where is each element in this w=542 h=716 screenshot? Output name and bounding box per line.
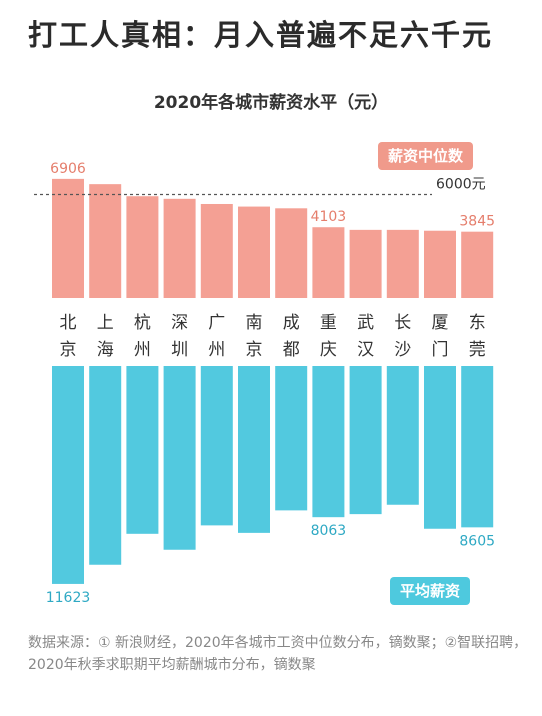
median-bar-1 bbox=[89, 184, 122, 298]
average-bar-2 bbox=[126, 366, 159, 534]
city-label-9-1: 沙 bbox=[394, 340, 411, 360]
data-source-note: 数据来源：① 新浪财经，2020年各城市工资中位数分布，镝数聚；②智联招聘，20… bbox=[28, 635, 528, 673]
median-bar-2 bbox=[126, 196, 159, 298]
city-label-10-1: 门 bbox=[432, 340, 449, 360]
city-label-10-0: 厦 bbox=[432, 313, 449, 333]
median-bar-10 bbox=[424, 230, 456, 298]
average-bar-11 bbox=[461, 366, 494, 528]
median-bar-3 bbox=[163, 198, 196, 298]
median-bar-6 bbox=[275, 208, 308, 298]
value-labels: 6906 4103 3845 11623 8063 8605 bbox=[46, 161, 495, 606]
legend-average-salary: 平均薪资 bbox=[390, 577, 471, 605]
median-bar-11 bbox=[461, 231, 494, 298]
data-label-3: 11623 bbox=[46, 590, 91, 606]
city-label-3-1: 圳 bbox=[171, 340, 188, 360]
city-label-5-0: 南 bbox=[246, 313, 263, 333]
city-label-11-1: 莞 bbox=[469, 340, 486, 360]
city-label-0-1: 京 bbox=[60, 340, 77, 360]
city-label-2-0: 杭 bbox=[134, 313, 151, 333]
median-bars bbox=[52, 178, 494, 298]
city-label-5-1: 京 bbox=[246, 340, 263, 360]
city-label-1-1: 海 bbox=[97, 340, 114, 360]
legend-median-salary: 薪资中位数 bbox=[378, 142, 474, 170]
median-bar-9 bbox=[386, 229, 419, 298]
average-bar-10 bbox=[424, 366, 456, 529]
median-bar-7 bbox=[312, 227, 345, 298]
city-label-3-0: 深 bbox=[171, 313, 188, 333]
chart-title: 2020年各城市薪资水平（元） bbox=[153, 93, 389, 113]
average-bar-1 bbox=[89, 366, 122, 565]
city-label-1-0: 上 bbox=[97, 313, 114, 333]
median-bar-5 bbox=[238, 206, 270, 298]
city-label-11-0: 东 bbox=[469, 313, 486, 333]
average-bar-6 bbox=[275, 366, 308, 511]
city-label-7-0: 重 bbox=[320, 313, 337, 333]
city-label-6-1: 都 bbox=[283, 340, 300, 360]
data-label-0: 6906 bbox=[50, 161, 86, 177]
average-bar-5 bbox=[238, 366, 270, 533]
city-label-0-0: 北 bbox=[60, 313, 77, 333]
average-bar-7 bbox=[312, 366, 345, 518]
median-bar-0 bbox=[52, 178, 84, 298]
city-label-8-1: 汉 bbox=[357, 340, 374, 360]
reference-line-label: 6000元 bbox=[436, 177, 486, 193]
average-bar-0 bbox=[52, 366, 84, 584]
city-label-2-1: 州 bbox=[134, 340, 151, 360]
city-label-6-0: 成 bbox=[283, 313, 300, 333]
city-label-4-1: 州 bbox=[208, 340, 225, 360]
city-label-4-0: 广 bbox=[208, 313, 225, 333]
data-label-2: 3845 bbox=[459, 214, 495, 230]
average-bar-9 bbox=[386, 366, 419, 505]
headline: 打工人真相：月入普遍不足六千元 bbox=[28, 18, 494, 52]
reference-line-group: 6000元 bbox=[34, 177, 486, 196]
average-bar-4 bbox=[200, 366, 233, 526]
city-label-7-1: 庆 bbox=[320, 340, 337, 360]
median-bar-4 bbox=[200, 203, 233, 298]
mean-bars bbox=[52, 366, 494, 584]
data-label-1: 4103 bbox=[311, 209, 347, 225]
median-bar-8 bbox=[349, 229, 382, 298]
city-label-9-0: 长 bbox=[394, 313, 411, 333]
average-bar-8 bbox=[349, 366, 382, 515]
city-label-8-0: 武 bbox=[357, 313, 374, 333]
data-label-5: 8605 bbox=[459, 533, 495, 549]
data-label-4: 8063 bbox=[311, 523, 347, 539]
average-bar-3 bbox=[163, 366, 196, 550]
